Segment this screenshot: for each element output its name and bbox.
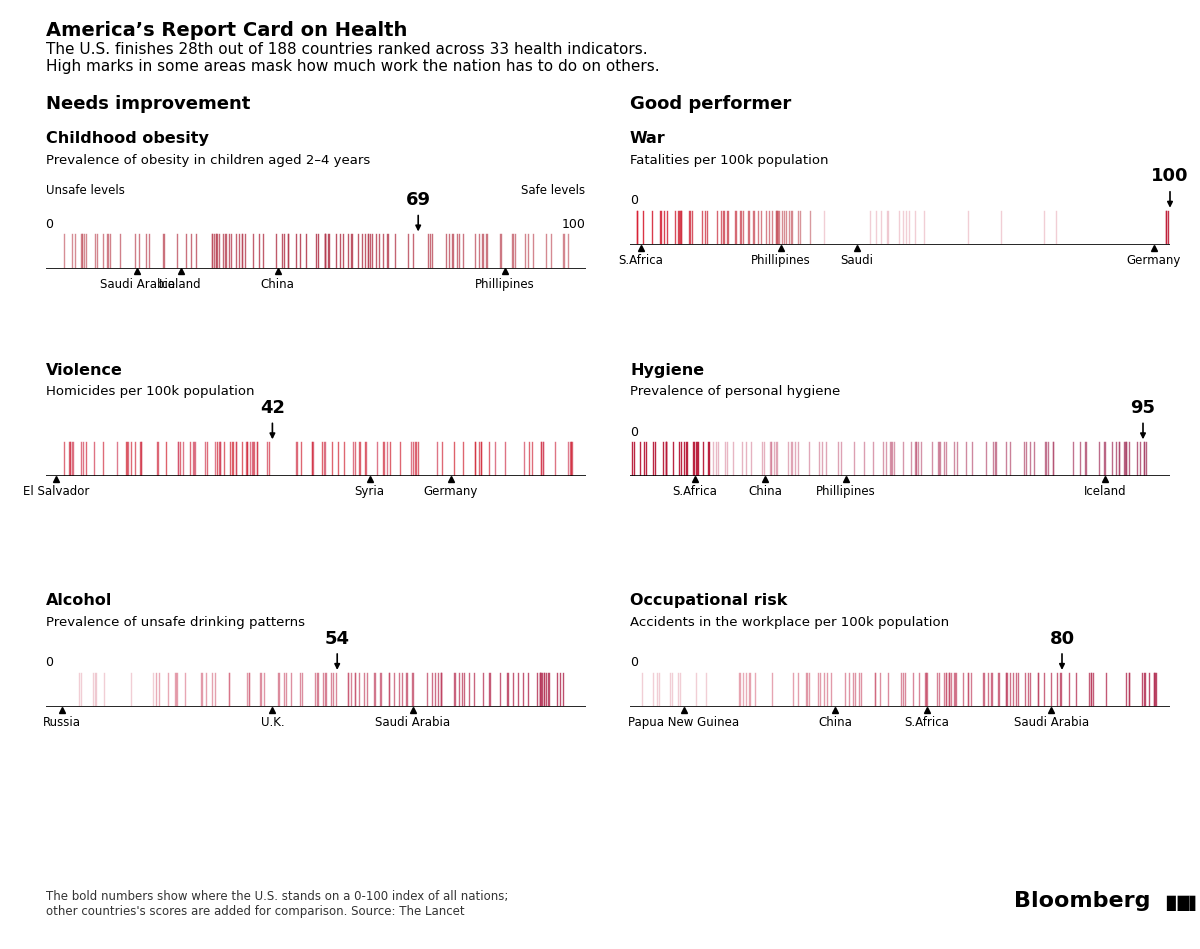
Text: 42: 42 bbox=[260, 399, 284, 417]
Text: Violence: Violence bbox=[46, 363, 122, 378]
Text: Hygiene: Hygiene bbox=[630, 363, 704, 378]
Text: 54: 54 bbox=[325, 629, 349, 647]
Text: 100: 100 bbox=[1151, 167, 1189, 185]
Text: China: China bbox=[818, 716, 852, 729]
Text: 0: 0 bbox=[46, 656, 54, 669]
Text: War: War bbox=[630, 131, 666, 146]
Text: Phillipines: Phillipines bbox=[816, 486, 876, 498]
Text: Accidents in the workplace per 100k population: Accidents in the workplace per 100k popu… bbox=[630, 616, 949, 629]
Text: Prevalence of obesity in children aged 2–4 years: Prevalence of obesity in children aged 2… bbox=[46, 154, 370, 167]
Text: Homicides per 100k population: Homicides per 100k population bbox=[46, 385, 254, 399]
Text: Phillipines: Phillipines bbox=[475, 277, 534, 290]
Text: Fatalities per 100k population: Fatalities per 100k population bbox=[630, 154, 828, 167]
Text: Russia: Russia bbox=[43, 716, 80, 729]
Text: 0: 0 bbox=[630, 425, 638, 438]
Text: High marks in some areas mask how much work the nation has to do on others.: High marks in some areas mask how much w… bbox=[46, 59, 659, 74]
Text: 0: 0 bbox=[630, 656, 638, 669]
Text: Phillipines: Phillipines bbox=[751, 253, 811, 267]
Text: S.Africa: S.Africa bbox=[672, 486, 718, 498]
Text: Needs improvement: Needs improvement bbox=[46, 95, 250, 113]
Text: 0: 0 bbox=[46, 217, 54, 231]
Text: The U.S. finishes 28th out of 188 countries ranked across 33 health indicators.: The U.S. finishes 28th out of 188 countr… bbox=[46, 42, 647, 57]
Text: S.Africa: S.Africa bbox=[905, 716, 949, 729]
Text: Iceland: Iceland bbox=[1084, 486, 1127, 498]
Text: Saudi: Saudi bbox=[840, 253, 874, 267]
Text: Childhood obesity: Childhood obesity bbox=[46, 131, 209, 146]
Text: ▊█▌: ▊█▌ bbox=[1166, 896, 1200, 911]
Text: China: China bbox=[748, 486, 782, 498]
Text: Saudi Arabia: Saudi Arabia bbox=[1014, 716, 1088, 729]
Text: Alcohol: Alcohol bbox=[46, 593, 112, 608]
Text: America’s Report Card on Health: America’s Report Card on Health bbox=[46, 21, 407, 40]
Text: China: China bbox=[260, 277, 295, 290]
Text: Bloomberg: Bloomberg bbox=[1014, 891, 1151, 911]
Text: 80: 80 bbox=[1050, 629, 1074, 647]
Text: Prevalence of personal hygiene: Prevalence of personal hygiene bbox=[630, 385, 840, 399]
Text: 0: 0 bbox=[630, 194, 638, 207]
Text: Safe levels: Safe levels bbox=[522, 184, 586, 197]
Text: El Salvador: El Salvador bbox=[23, 486, 90, 498]
Text: 95: 95 bbox=[1130, 399, 1156, 417]
Text: S.Africa: S.Africa bbox=[618, 253, 664, 267]
Text: Occupational risk: Occupational risk bbox=[630, 593, 787, 608]
Text: Papua New Guinea: Papua New Guinea bbox=[629, 716, 739, 729]
Text: Germany: Germany bbox=[424, 486, 478, 498]
Text: other countries's scores are added for comparison. Source: The Lancet: other countries's scores are added for c… bbox=[46, 904, 464, 918]
Text: Saudi Arabia: Saudi Arabia bbox=[376, 716, 450, 729]
Text: 100: 100 bbox=[562, 217, 586, 231]
Text: Syria: Syria bbox=[355, 486, 385, 498]
Text: Unsafe levels: Unsafe levels bbox=[46, 184, 125, 197]
Text: Germany: Germany bbox=[1127, 253, 1181, 267]
Text: Prevalence of unsafe drinking patterns: Prevalence of unsafe drinking patterns bbox=[46, 616, 305, 629]
Text: The bold numbers show where the U.S. stands on a 0-100 index of all nations;: The bold numbers show where the U.S. sta… bbox=[46, 890, 508, 903]
Text: Iceland: Iceland bbox=[160, 277, 202, 290]
Text: Good performer: Good performer bbox=[630, 95, 791, 113]
Text: U.K.: U.K. bbox=[260, 716, 284, 729]
Text: Saudi Arabia: Saudi Arabia bbox=[100, 277, 175, 290]
Text: 69: 69 bbox=[406, 191, 431, 209]
